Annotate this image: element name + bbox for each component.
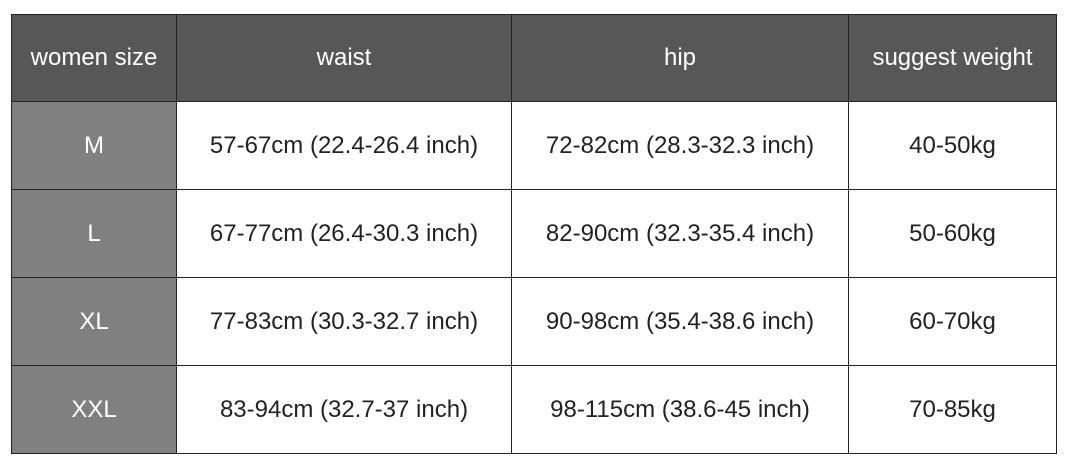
table-row: XXL 83-94cm (32.7-37 inch) 98-115cm (38.… bbox=[11, 365, 1057, 454]
size-cell: XXL bbox=[11, 365, 177, 454]
size-chart-table: women size waist hip suggest weight M 57… bbox=[11, 14, 1057, 454]
size-cell: M bbox=[11, 101, 177, 190]
hip-cell: 90-98cm (35.4-38.6 inch) bbox=[511, 277, 849, 366]
waist-cell: 67-77cm (26.4-30.3 inch) bbox=[176, 189, 512, 278]
hip-cell: 72-82cm (28.3-32.3 inch) bbox=[511, 101, 849, 190]
table-row: XL 77-83cm (30.3-32.7 inch) 90-98cm (35.… bbox=[11, 277, 1057, 366]
header-row: women size waist hip suggest weight bbox=[11, 14, 1057, 102]
waist-cell: 83-94cm (32.7-37 inch) bbox=[176, 365, 512, 454]
waist-cell: 77-83cm (30.3-32.7 inch) bbox=[176, 277, 512, 366]
header-hip: hip bbox=[511, 14, 849, 102]
waist-cell: 57-67cm (22.4-26.4 inch) bbox=[176, 101, 512, 190]
header-waist: waist bbox=[176, 14, 512, 102]
hip-cell: 98-115cm (38.6-45 inch) bbox=[511, 365, 849, 454]
table-row: M 57-67cm (22.4-26.4 inch) 72-82cm (28.3… bbox=[11, 101, 1057, 190]
weight-cell: 40-50kg bbox=[848, 101, 1057, 190]
hip-cell: 82-90cm (32.3-35.4 inch) bbox=[511, 189, 849, 278]
weight-cell: 70-85kg bbox=[848, 365, 1057, 454]
header-women-size: women size bbox=[11, 14, 177, 102]
size-cell: L bbox=[11, 189, 177, 278]
size-cell: XL bbox=[11, 277, 177, 366]
header-suggest-weight: suggest weight bbox=[848, 14, 1057, 102]
weight-cell: 50-60kg bbox=[848, 189, 1057, 278]
table-row: L 67-77cm (26.4-30.3 inch) 82-90cm (32.3… bbox=[11, 189, 1057, 278]
weight-cell: 60-70kg bbox=[848, 277, 1057, 366]
